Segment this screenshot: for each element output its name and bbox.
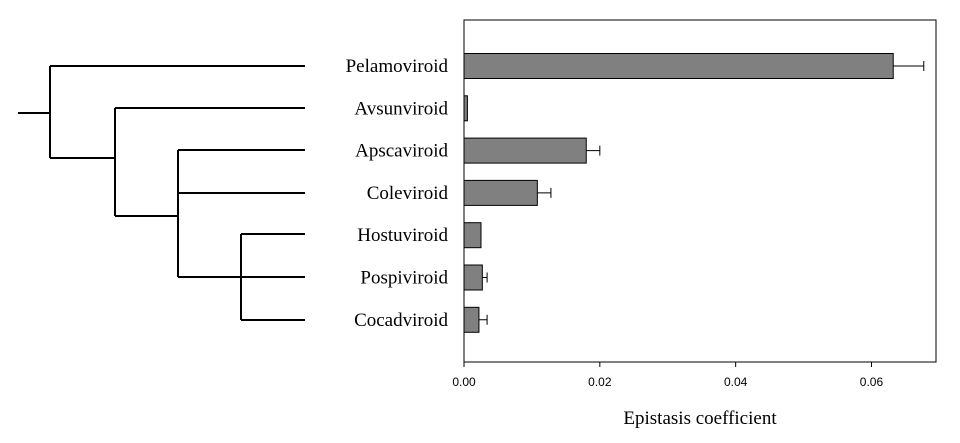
error-bar-pelamoviroid xyxy=(893,61,925,71)
category-label-avsunviroid: Avsunviroid xyxy=(354,98,448,119)
category-label-pelamoviroid: Pelamoviroid xyxy=(346,56,449,77)
x-tick-label: 0.04 xyxy=(724,375,748,389)
bar-apscaviroid xyxy=(463,137,587,164)
error-bar-pospiviroid xyxy=(482,272,488,283)
x-axis-title: Epistasis coefficient xyxy=(623,408,777,429)
tree-node-avsun xyxy=(114,107,305,217)
x-axis-ticks: 0.00 0.02 0.04 0.06 xyxy=(452,362,883,389)
phylogenetic-tree xyxy=(18,65,305,321)
genus-labels: Pelamoviroid Avsunviroid Apscaviroid Colevi… xyxy=(346,56,449,331)
bar-cocadviroid xyxy=(463,306,480,333)
category-label-apscaviroid: Apscaviroid xyxy=(355,141,448,162)
tree-node-hostu-group xyxy=(240,233,305,321)
category-label-cocadviroid: Cocadviroid xyxy=(354,310,448,331)
bar-coleviroid xyxy=(463,179,538,206)
category-label-coleviroid: Coleviroid xyxy=(367,183,449,204)
bars xyxy=(463,53,925,333)
error-bar-cocadviroid xyxy=(478,314,488,325)
x-tick-label: 0.06 xyxy=(860,375,884,389)
bar-pelamoviroid xyxy=(463,53,894,79)
x-tick-label: 0.00 xyxy=(452,375,476,389)
category-label-hostuviroid: Hostuviroid xyxy=(357,225,448,246)
category-label-pospiviroid: Pospiviroid xyxy=(360,268,448,289)
x-tick-label: 0.02 xyxy=(588,375,612,389)
tree-node-apsca-group xyxy=(177,149,305,278)
tree-node-root xyxy=(49,65,305,159)
bar-hostuviroid xyxy=(463,222,482,249)
error-bar-coleviroid xyxy=(537,187,552,198)
bar-avsunviroid xyxy=(463,95,468,122)
bar-pospiviroid xyxy=(463,264,483,291)
error-bar-apscaviroid xyxy=(586,145,601,156)
